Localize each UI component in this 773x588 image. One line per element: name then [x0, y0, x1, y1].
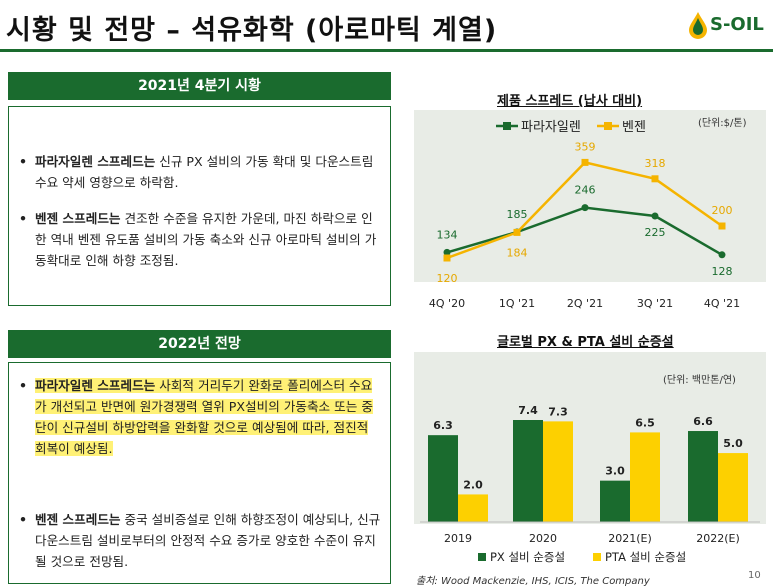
x-tick-label: 2020 [529, 532, 557, 545]
section-2021q4-heading: 2021년 4분기 시황 [8, 72, 391, 100]
data-point [443, 254, 451, 262]
x-tick-label: 2019 [444, 532, 472, 545]
x-tick-label: 4Q '20 [429, 297, 465, 310]
data-point [651, 175, 659, 183]
legend-label: 벤젠 [622, 120, 646, 135]
drop-logo-icon [689, 12, 707, 39]
data-point [513, 228, 521, 236]
s-oil-logo: S-OIL [686, 10, 768, 40]
data-point [581, 158, 589, 166]
bar-value-label: 6.3 [433, 419, 453, 432]
bullet-text: 신규 PX 설비의 가동 확대 및 다운스트림 수요 약세 영향으로 하락함. [35, 154, 374, 190]
page-title: 시황 및 전망 – 석유화학 (아로마틱 계열) [6, 15, 498, 46]
page-number: 10 [748, 570, 761, 581]
legend-marker [478, 553, 486, 561]
section-2022-panel: • 파라자일렌 스프레드는 사회적 거리두기 완화로 폴리에스터 수요가 개선되… [8, 362, 391, 584]
highlighted-text: 파라자일렌 스프레드는 사회적 거리두기 완화로 폴리에스터 수요가 개선되고 … [35, 378, 373, 456]
data-label: 184 [507, 246, 528, 259]
legend-label: 파라자일렌 [521, 120, 581, 135]
bullet-text: 사회적 거리두기 완화로 폴리에스터 수요가 개선되고 반면에 원가경쟁력 열위… [35, 378, 373, 456]
bar-chart: 6.3 2.0 2019 7.4 7.3 2020 3.0 6.5 2021(E) 6.6 5.0 2… [420, 404, 760, 564]
legend-label: PX 설비 순증설 [490, 550, 565, 564]
data-label: 185 [507, 208, 528, 221]
data-label: 225 [645, 226, 666, 239]
legend-marker [593, 553, 601, 561]
legend-marker [604, 122, 612, 130]
bullet-benzene-2022: • 벤젠 스프레드는 중국 설비증설로 인해 하향조정이 예상되나, 신규 다운… [19, 512, 381, 569]
data-label: 200 [712, 204, 733, 217]
bar-value-label: 5.0 [723, 437, 743, 450]
bar-value-label: 7.3 [548, 405, 568, 418]
bullet-px-2022: • 파라자일렌 스프레드는 사회적 거리두기 완화로 폴리에스터 수요가 개선되… [19, 378, 373, 456]
bar-value-label: 3.0 [605, 465, 625, 478]
data-label: 120 [437, 272, 458, 285]
bar-pta [543, 421, 573, 522]
bar-value-label: 6.5 [635, 416, 655, 429]
bullet-bold: 파라자일렌 스프레드는 [35, 154, 156, 169]
bar-value-label: 7.4 [518, 404, 538, 417]
data-point [581, 204, 589, 212]
series-line-paraxylene [446, 206, 723, 256]
bar-px [688, 431, 718, 522]
logo-text: S-OIL [710, 14, 764, 35]
bar-px [600, 480, 630, 522]
bar-px [428, 435, 458, 522]
bar-value-label: 6.6 [693, 415, 713, 428]
bullet-bold: 벤젠 스프레드는 [35, 211, 121, 226]
legend-marker [503, 122, 511, 130]
data-label: 359 [575, 140, 596, 153]
data-label: 318 [645, 157, 666, 170]
data-point [718, 251, 726, 259]
chart1-title: 제품 스프레드 (납사 대비) [497, 94, 643, 109]
bullet-text: 견조한 수준을 유지한 가운데, 마진 하락으로 인한 역내 벤젠 유도품 설비… [35, 211, 377, 268]
x-tick-label: 3Q '21 [637, 297, 673, 310]
bar-pta [630, 432, 660, 522]
line-chart: 파라자일렌 벤젠 134 185 246 225 128 120 184 359 318 200 4Q … [429, 120, 740, 310]
bullet-bold: 파라자일렌 스프레드는 [35, 378, 156, 393]
data-point [443, 248, 451, 256]
bar-value-label: 2.0 [463, 478, 483, 491]
data-label: 246 [575, 184, 596, 197]
chart2-title: 글로벌 PX & PTA 설비 순증설 [497, 335, 674, 350]
header-rule [0, 49, 773, 52]
bar-pta [458, 494, 488, 522]
chart1-plot-area [414, 110, 766, 282]
section-2021q4-panel: • 파라자일렌 스프레드는 신규 PX 설비의 가동 확대 및 다운스트림 수요… [8, 106, 391, 306]
data-point [651, 212, 659, 220]
bar-pta [718, 453, 748, 522]
data-point [718, 222, 726, 230]
data-label: 134 [437, 228, 458, 241]
bullet-benzene-2021q4: • 벤젠 스프레드는 견조한 수준을 유지한 가운데, 마진 하락으로 인한 역… [19, 211, 377, 268]
bullet-bold: 벤젠 스프레드는 [35, 512, 121, 527]
x-tick-label: 2021(E) [608, 532, 652, 545]
x-tick-label: 2022(E) [696, 532, 740, 545]
chart2-unit: (단위: 백만톤/연) [663, 375, 736, 386]
x-tick-label: 1Q '21 [499, 297, 535, 310]
bullet-px-2021q4: • 파라자일렌 스프레드는 신규 PX 설비의 가동 확대 및 다운스트림 수요… [19, 154, 374, 190]
x-tick-label: 4Q '21 [704, 297, 740, 310]
source-note: 출처: Wood Mackenzie, IHS, ICIS, The Compa… [416, 576, 650, 587]
chart1-unit: (단위:$/톤) [698, 118, 747, 129]
bar-px [513, 420, 543, 522]
legend-label: PTA 설비 순증설 [605, 550, 686, 564]
data-label: 128 [712, 265, 733, 278]
section-2022-heading: 2022년 전망 [8, 330, 391, 358]
x-tick-label: 2Q '21 [567, 297, 603, 310]
bullet-text: 중국 설비증설로 인해 하향조정이 예상되나, 신규 다운스트림 설비로부터의 … [35, 512, 381, 569]
